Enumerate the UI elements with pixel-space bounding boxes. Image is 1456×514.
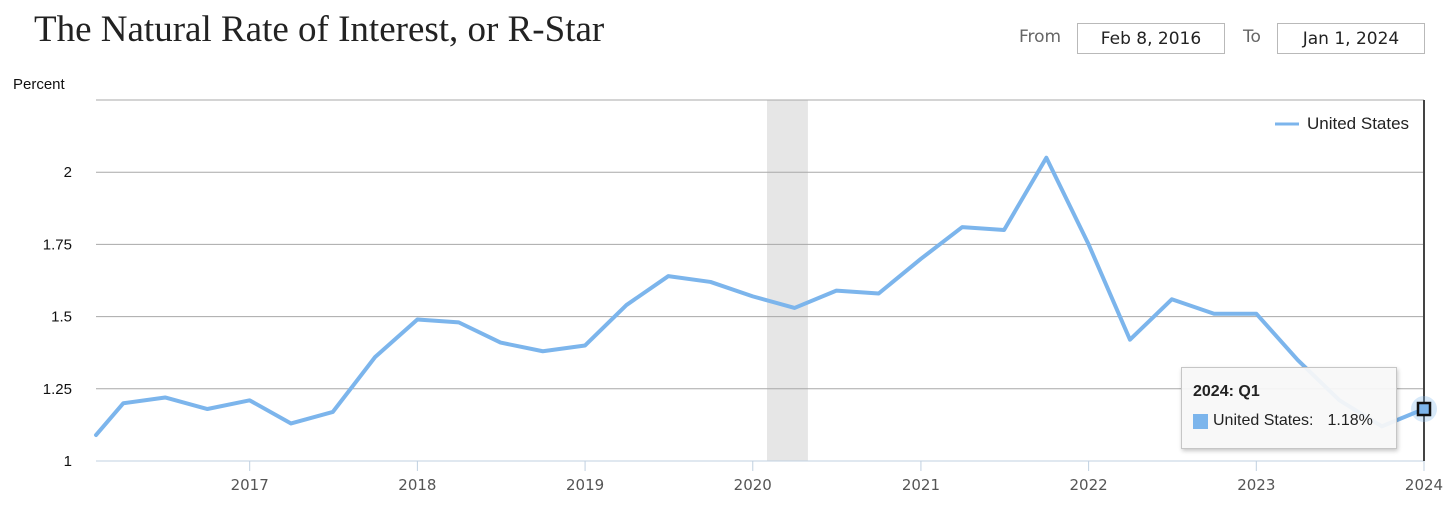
to-label: To <box>1243 27 1261 47</box>
x-tick-label: 2019 <box>566 476 604 494</box>
from-label: From <box>1019 27 1062 47</box>
y-tick-label: 1.25 <box>43 381 72 398</box>
tooltip-title: 2024: Q1 <box>1193 383 1260 400</box>
tooltip: 2024: Q1 United States: 1.18% <box>1181 367 1397 449</box>
to-date-input[interactable]: Jan 1, 2024 <box>1277 23 1425 54</box>
x-tick-label: 2022 <box>1070 476 1108 494</box>
x-tick-label: 2018 <box>398 476 436 494</box>
recession-band <box>767 100 808 461</box>
to-date-value: Jan 1, 2024 <box>1302 28 1400 49</box>
from-date-input[interactable]: Feb 8, 2016 <box>1077 23 1225 54</box>
chart-title: The Natural Rate of Interest, or R-Star <box>34 9 605 50</box>
tooltip-value: 1.18% <box>1327 412 1373 429</box>
from-date-value: Feb 8, 2016 <box>1100 28 1202 49</box>
x-tick-label: 2020 <box>734 476 772 494</box>
hover-marker <box>1416 401 1432 417</box>
x-tick-label: 2021 <box>902 476 940 494</box>
x-tick-label: 2023 <box>1237 476 1275 494</box>
legend-label: United States <box>1307 114 1409 133</box>
tooltip-row: United States: 1.18% <box>1193 412 1373 430</box>
x-tick-label: 2024 <box>1405 476 1443 494</box>
tooltip-series-label: United States: <box>1213 412 1314 429</box>
tooltip-swatch <box>1193 413 1208 429</box>
series-line <box>94 155 1426 438</box>
y-tick-label: 1 <box>64 453 72 470</box>
y-tick-label: 2 <box>64 164 72 181</box>
y-axis-label: Percent <box>13 76 65 93</box>
y-tick-label: 1.5 <box>51 309 72 326</box>
x-tick-label: 2017 <box>231 476 269 494</box>
y-tick-label: 1.75 <box>43 236 72 253</box>
